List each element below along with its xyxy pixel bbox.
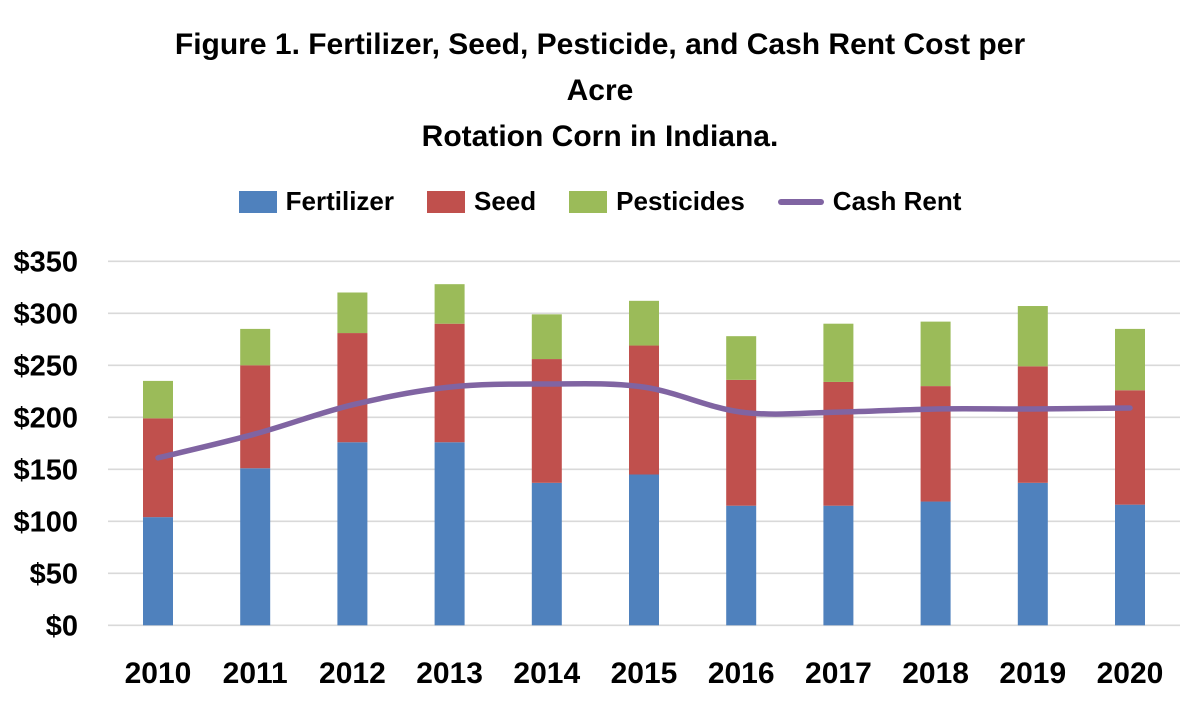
bar-segment-pesticides-2012: [337, 292, 368, 334]
bar-segment-pesticides-2014: [531, 314, 562, 360]
x-axis-label-2015: 2015: [611, 657, 678, 690]
y-tick-label: $250: [13, 350, 78, 382]
bar-segment-seed-2012: [337, 333, 368, 443]
x-axis-label-2019: 2019: [999, 657, 1066, 690]
bar-segment-pesticides-2011: [240, 328, 271, 366]
bar-segment-fertilizer-2015: [629, 474, 659, 626]
x-axis-label-2017: 2017: [805, 657, 872, 690]
bar-segment-seed-2011: [240, 365, 271, 469]
bar-segment-pesticides-2010: [143, 380, 173, 419]
chart-title-line-2: Acre: [566, 74, 634, 107]
legend-label-pesticides: Pesticides: [616, 186, 745, 216]
legend-item-cash-rent: Cash Rent: [777, 186, 962, 217]
x-axis-label-2016: 2016: [708, 657, 775, 690]
bar-segment-fertilizer-2017: [823, 505, 854, 626]
bar-segment-pesticides-2020: [1115, 328, 1145, 391]
bar-segment-pesticides-2015: [629, 300, 659, 346]
pesticides-swatch-icon: [569, 190, 608, 213]
y-tick-label: $0: [46, 610, 78, 642]
y-tick-label: $150: [13, 454, 78, 486]
bar-segment-fertilizer-2018: [920, 501, 951, 626]
x-axis-label-2011: 2011: [223, 657, 288, 690]
chart-title-line-3: Rotation Corn in Indiana.: [421, 120, 779, 153]
x-axis-label-2014: 2014: [513, 657, 580, 690]
bar-segment-fertilizer-2016: [726, 505, 757, 626]
y-tick-label: $200: [13, 402, 78, 434]
x-axis-label-2020: 2020: [1097, 657, 1164, 690]
bar-segment-pesticides-2017: [823, 323, 854, 382]
bar-segment-pesticides-2018: [920, 321, 951, 387]
bar-segment-pesticides-2016: [726, 336, 757, 380]
bar-segment-seed-2017: [823, 381, 854, 506]
x-axis-label-2013: 2013: [416, 657, 483, 690]
cash-rent-line-icon: [777, 198, 824, 205]
y-tick-label: $350: [13, 246, 78, 278]
chart-legend: Fertilizer Seed Pesticides Cash Rent: [0, 186, 1200, 217]
bar-segment-seed-2018: [920, 386, 951, 502]
legend-label-seed: Seed: [474, 186, 537, 216]
legend-item-fertilizer: Fertilizer: [238, 186, 394, 217]
legend-item-pesticides: Pesticides: [569, 186, 745, 217]
y-tick-label: $300: [13, 298, 78, 330]
bar-segment-fertilizer-2011: [240, 468, 271, 626]
y-tick-label: $100: [13, 506, 78, 538]
bar-segment-seed-2016: [726, 379, 757, 506]
bar-segment-seed-2013: [434, 323, 465, 443]
bar-segment-seed-2019: [1017, 366, 1048, 483]
bar-segment-fertilizer-2019: [1017, 482, 1048, 626]
seed-swatch-icon: [427, 190, 465, 213]
bar-segment-fertilizer-2013: [434, 442, 465, 626]
x-axis-label-2010: 2010: [125, 657, 192, 690]
chart-title-line-1: Figure 1. Fertilizer, Seed, Pesticide, a…: [174, 28, 1026, 61]
legend-item-seed: Seed: [427, 186, 536, 217]
legend-label-fertilizer: Fertilizer: [285, 186, 394, 216]
bar-segment-pesticides-2019: [1017, 306, 1048, 367]
bar-segment-fertilizer-2014: [531, 482, 562, 626]
bar-segment-fertilizer-2020: [1115, 504, 1145, 626]
chart-plot-area: $0 $50 $100 $150 $200 $250 $300 $350 2010 2011 201…: [13, 246, 1180, 690]
x-axis-label-2012: 2012: [319, 657, 386, 690]
x-axis-label-2018: 2018: [902, 657, 969, 690]
chart-title: Figure 1. Fertilizer, Seed, Pesticide, a…: [0, 0, 1200, 160]
cash-rent-line: [155, 381, 1133, 461]
y-tick-label: $50: [30, 558, 78, 590]
legend-label-cash-rent: Cash Rent: [832, 186, 962, 216]
bar-segment-seed-2014: [531, 359, 562, 483]
bar-segment-seed-2010: [143, 418, 173, 518]
bar-segment-seed-2015: [629, 345, 659, 475]
bar-segment-fertilizer-2012: [337, 442, 368, 626]
bar-segment-fertilizer-2010: [143, 517, 173, 626]
bar-segment-pesticides-2013: [434, 284, 465, 324]
fertilizer-swatch-icon: [238, 190, 277, 213]
